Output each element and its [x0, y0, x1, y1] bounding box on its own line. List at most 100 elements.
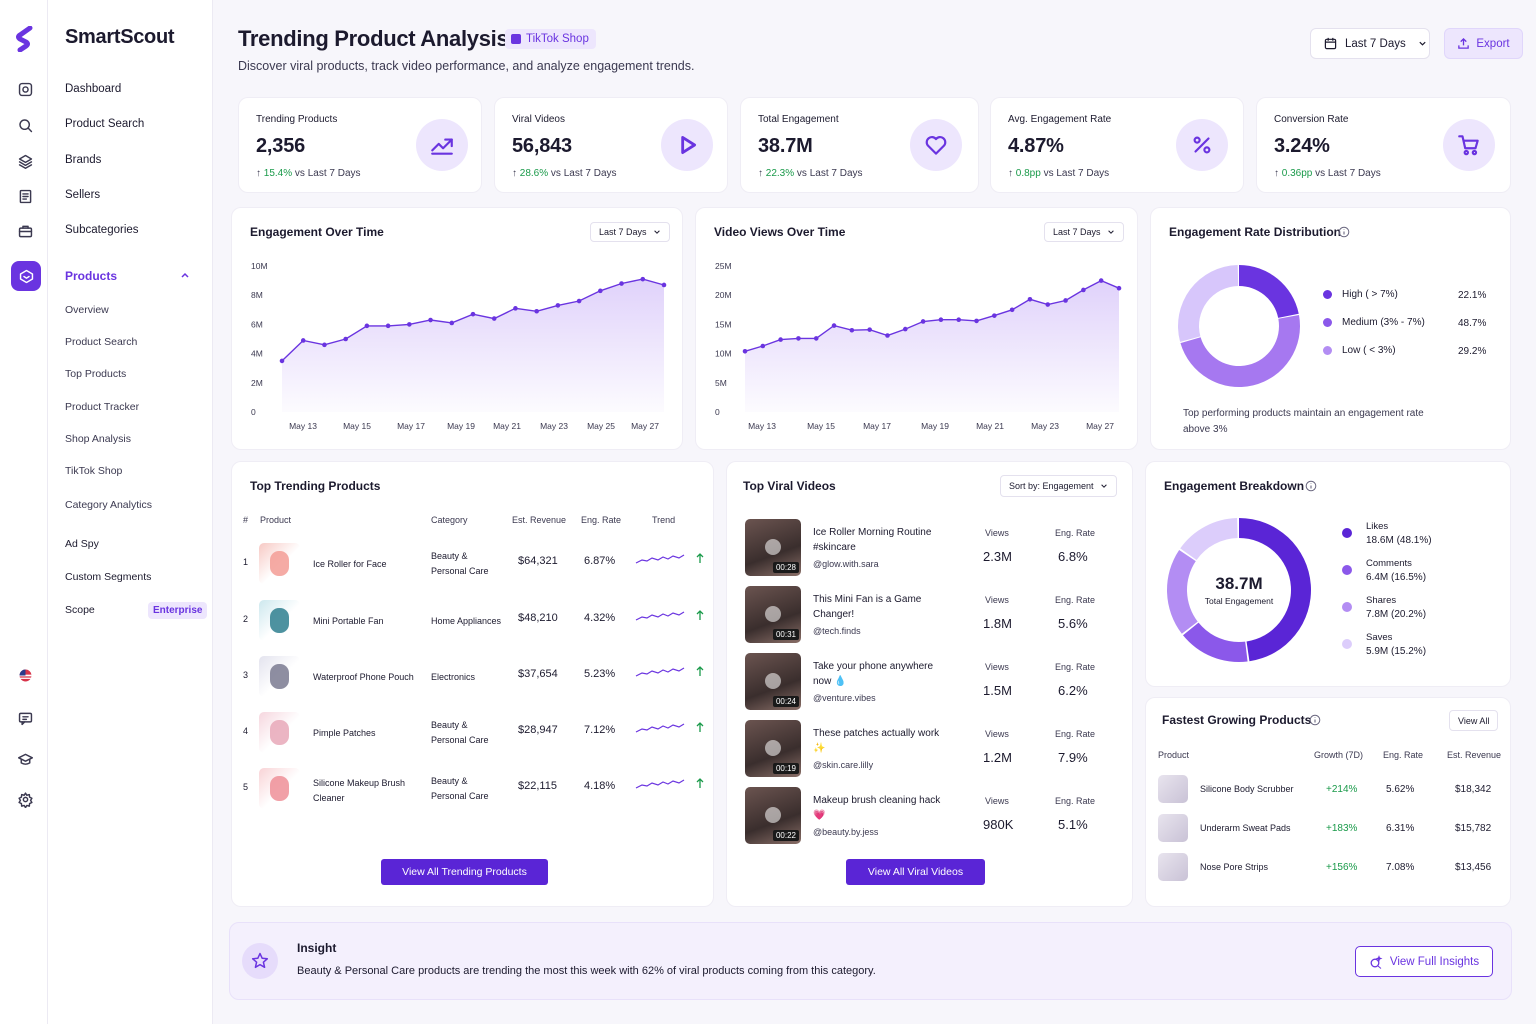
nav-scope[interactable]: Scope: [65, 604, 95, 616]
search-rail-icon[interactable]: [12, 112, 38, 138]
data-point[interactable]: [778, 337, 783, 342]
settings-rail-icon[interactable]: [12, 786, 38, 812]
data-point[interactable]: [1027, 296, 1033, 302]
range-dropdown[interactable]: Last 7 Days: [590, 222, 670, 242]
nav-sub-tiktok-shop[interactable]: TikTok Shop: [65, 465, 123, 477]
view-all-button[interactable]: View All: [1449, 710, 1499, 731]
data-point[interactable]: [920, 319, 926, 324]
data-point[interactable]: [534, 308, 539, 314]
layers-rail-icon[interactable]: [12, 148, 38, 174]
data-point[interactable]: [974, 318, 979, 324]
data-point[interactable]: [322, 342, 327, 348]
data-point[interactable]: [760, 343, 766, 349]
nav-sub-shop-analysis[interactable]: Shop Analysis: [65, 433, 131, 445]
date-range-select[interactable]: Last 7 Days: [1310, 28, 1430, 59]
data-point[interactable]: [796, 336, 801, 341]
view-all-products-button[interactable]: View All Trending Products: [381, 859, 548, 885]
data-point[interactable]: [407, 322, 412, 327]
donut-slice[interactable]: [1239, 518, 1312, 662]
data-point[interactable]: [956, 317, 962, 323]
nav-products[interactable]: Products: [65, 269, 118, 283]
data-point[interactable]: [742, 348, 748, 354]
donut-slice[interactable]: [1180, 518, 1238, 560]
video-thumbnail[interactable]: 00:22: [745, 787, 801, 844]
nav-subcategories[interactable]: Subcategories: [65, 224, 139, 236]
data-point[interactable]: [343, 336, 348, 342]
video-thumbnail[interactable]: 00:19: [745, 720, 801, 777]
table-row[interactable]: 1 Ice Roller for Face Beauty & Personal C…: [232, 543, 715, 596]
data-point[interactable]: [1063, 298, 1068, 303]
donut-slice[interactable]: [1180, 314, 1300, 387]
chevron-up-icon[interactable]: [180, 270, 190, 280]
nav-sub-product-tracker[interactable]: Product Tracker: [65, 401, 140, 413]
video-thumbnail[interactable]: 00:28: [745, 519, 801, 576]
data-point[interactable]: [470, 311, 476, 317]
dashboard-rail-icon[interactable]: [12, 76, 38, 102]
view-full-insights-button[interactable]: View Full Insights: [1355, 946, 1493, 977]
messages-rail-icon[interactable]: [12, 705, 38, 731]
receipt-rail-icon[interactable]: [12, 183, 38, 209]
data-point[interactable]: [364, 323, 370, 329]
table-row[interactable]: 4 Pimple Patches Beauty & Personal Care $…: [232, 712, 715, 765]
data-point[interactable]: [513, 306, 518, 311]
donut-slice[interactable]: [1182, 622, 1248, 662]
data-point[interactable]: [1116, 285, 1122, 291]
data-point[interactable]: [849, 327, 855, 333]
table-row[interactable]: 5 Silicone Makeup Brush Cleaner Beauty & P…: [232, 768, 715, 821]
data-point[interactable]: [1045, 302, 1051, 307]
data-point[interactable]: [831, 323, 837, 328]
data-point[interactable]: [428, 317, 433, 323]
range-dropdown[interactable]: Last 7 Days: [1044, 222, 1124, 242]
nav-sub-top-products[interactable]: Top Products: [65, 368, 127, 380]
data-point[interactable]: [938, 317, 944, 323]
data-point[interactable]: [1098, 278, 1104, 283]
products-rail-icon[interactable]: [11, 261, 41, 291]
table-row[interactable]: Underarm Sweat Pads +183% 6.31% $15,782: [1146, 814, 1512, 844]
data-point[interactable]: [867, 327, 872, 332]
donut-slice[interactable]: [1167, 549, 1198, 634]
info-icon[interactable]: [1338, 226, 1350, 238]
nav-brands[interactable]: Brands: [65, 154, 102, 166]
table-row[interactable]: Nose Pore Strips +156% 7.08% $13,456: [1146, 853, 1512, 883]
sort-dropdown[interactable]: Sort by: Engagement: [1000, 475, 1117, 497]
export-button[interactable]: Export: [1444, 28, 1523, 59]
video-thumbnail[interactable]: 00:24: [745, 653, 801, 710]
info-icon[interactable]: [1309, 714, 1321, 726]
data-point[interactable]: [661, 282, 667, 288]
nav-sub-overview[interactable]: Overview: [65, 304, 109, 316]
data-point[interactable]: [385, 323, 391, 329]
data-point[interactable]: [300, 338, 306, 343]
donut-slice[interactable]: [1178, 265, 1239, 342]
nav-custom-segments[interactable]: Custom Segments: [65, 571, 152, 583]
table-row[interactable]: Silicone Body Scrubber +214% 5.62% $18,3…: [1146, 775, 1512, 805]
video-thumbnail[interactable]: 00:31: [745, 586, 801, 643]
nav-product-search[interactable]: Product Search: [65, 118, 145, 130]
data-point[interactable]: [640, 276, 646, 282]
data-point[interactable]: [992, 313, 997, 318]
data-point[interactable]: [555, 303, 561, 308]
nav-sub-category-analytics[interactable]: Category Analytics: [65, 499, 152, 511]
briefcase-rail-icon[interactable]: [12, 218, 38, 244]
data-point[interactable]: [598, 288, 603, 294]
data-point[interactable]: [885, 333, 890, 338]
data-point[interactable]: [279, 358, 285, 364]
data-point[interactable]: [1081, 287, 1086, 293]
table-row[interactable]: 2 Mini Portable Fan Home Appliances $48,…: [232, 600, 715, 653]
data-point[interactable]: [449, 320, 455, 326]
nav-sellers[interactable]: Sellers: [65, 189, 101, 201]
nav-ad-spy[interactable]: Ad Spy: [65, 538, 99, 550]
data-point[interactable]: [576, 298, 582, 304]
data-point[interactable]: [1009, 307, 1015, 313]
data-point[interactable]: [491, 316, 497, 321]
donut-slice[interactable]: [1239, 265, 1299, 318]
nav-dashboard[interactable]: Dashboard: [65, 83, 122, 95]
table-row[interactable]: 3 Waterproof Phone Pouch Electronics $37…: [232, 656, 715, 709]
view-all-videos-button[interactable]: View All Viral Videos: [846, 859, 985, 885]
info-icon[interactable]: [1305, 480, 1317, 492]
data-point[interactable]: [619, 281, 624, 286]
us-flag-icon[interactable]: [12, 662, 38, 688]
nav-sub-product-search[interactable]: Product Search: [65, 336, 138, 348]
academy-rail-icon[interactable]: [12, 746, 38, 772]
data-point[interactable]: [902, 326, 908, 332]
data-point[interactable]: [813, 336, 819, 341]
